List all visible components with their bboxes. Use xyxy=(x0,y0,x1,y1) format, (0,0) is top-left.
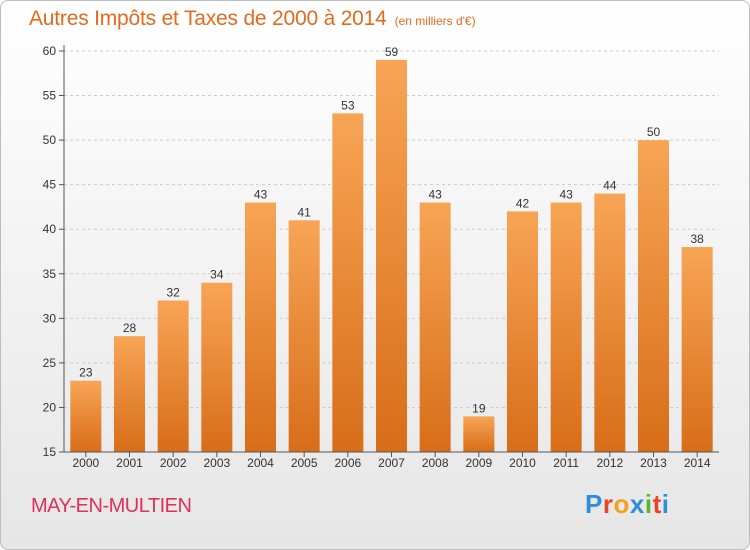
chart-subtitle: (en milliers d'€) xyxy=(394,14,476,28)
x-tick-label: 2002 xyxy=(160,456,187,470)
bar-2000 xyxy=(70,380,102,452)
bar-2004 xyxy=(245,202,276,452)
x-tick-label: 2011 xyxy=(553,456,579,470)
data-label: 43 xyxy=(428,187,442,201)
bar-2013 xyxy=(638,140,669,452)
bar-2007 xyxy=(376,59,407,453)
logo-letter: o xyxy=(613,489,630,519)
logo-letter: t xyxy=(652,489,662,519)
data-label: 42 xyxy=(516,196,530,210)
x-tick-label: 2012 xyxy=(596,456,623,470)
data-label: 44 xyxy=(603,179,617,193)
bar-2006 xyxy=(332,113,364,452)
logo-letter: i xyxy=(644,489,653,519)
bar-2012 xyxy=(594,193,626,453)
y-tick-label: 45 xyxy=(43,178,57,192)
data-label: 28 xyxy=(123,321,137,335)
y-tick-label: 20 xyxy=(43,400,57,414)
x-tick-label: 2006 xyxy=(334,456,361,470)
bar-2014 xyxy=(681,247,713,452)
chart-title: Autres Impôts et Taxes de 2000 à 2014 (en… xyxy=(29,7,476,31)
x-tick-label: 2009 xyxy=(465,456,492,470)
bar-2003 xyxy=(201,282,233,452)
bar-2010 xyxy=(507,211,538,452)
bar-2011 xyxy=(550,202,582,452)
y-tick-label: 30 xyxy=(43,311,57,325)
x-tick-label: 2007 xyxy=(378,456,405,470)
data-label: 53 xyxy=(341,98,355,112)
data-label: 41 xyxy=(297,205,311,219)
bar-2002 xyxy=(157,300,189,452)
data-label: 32 xyxy=(166,286,180,300)
x-tick-label: 2014 xyxy=(684,456,711,470)
y-tick-label: 15 xyxy=(43,445,57,459)
y-axis: 15 20 25 30 35 40 45 50 55 60 xyxy=(43,44,65,459)
data-label: 34 xyxy=(210,268,224,282)
x-tick-label: 2003 xyxy=(203,456,230,470)
y-tick-label: 35 xyxy=(43,267,57,281)
logo-letter: i xyxy=(661,489,670,519)
logo-letter: x xyxy=(629,489,645,519)
proxiti-logo[interactable]: Proxiti xyxy=(585,489,669,520)
logo-letter: r xyxy=(602,489,614,519)
bar-2009 xyxy=(463,416,495,452)
data-label: 23 xyxy=(79,366,93,380)
data-label: 38 xyxy=(690,232,704,246)
x-tick-label: 2008 xyxy=(422,456,449,470)
x-tick-label: 2004 xyxy=(247,456,274,470)
y-tick-label: 50 xyxy=(43,133,57,147)
y-tick-label: 60 xyxy=(43,44,57,58)
data-label: 59 xyxy=(385,45,399,59)
commune-name: MAY-EN-MULTIEN xyxy=(31,495,192,517)
y-tick-label: 55 xyxy=(43,89,57,103)
y-tick-label: 40 xyxy=(43,222,57,236)
logo-letter: P xyxy=(585,489,603,519)
data-label: 43 xyxy=(254,187,268,201)
bar-2005 xyxy=(288,220,320,452)
x-tick-label: 2000 xyxy=(72,456,99,470)
data-label: 43 xyxy=(559,187,573,201)
x-tick-label: 2001 xyxy=(116,456,143,470)
chart-title-text: Autres Impôts et Taxes de 2000 à 2014 xyxy=(29,7,387,30)
x-tick-label: 2010 xyxy=(509,456,536,470)
y-tick-label: 25 xyxy=(43,356,57,370)
bar-2008 xyxy=(419,202,451,452)
x-tick-label: 2013 xyxy=(640,456,667,470)
data-label: 19 xyxy=(472,401,486,415)
bar-2001 xyxy=(114,336,145,452)
x-tick-label: 2005 xyxy=(291,456,318,470)
x-axis: 2000 2001 2002 2003 2004 2005 2006 2007 2008 2009… xyxy=(64,451,719,470)
data-label: 50 xyxy=(647,125,661,139)
bars: 23 28 32 34 43 41 53 59 43 19 42 43 44 50 38 xyxy=(70,45,713,453)
